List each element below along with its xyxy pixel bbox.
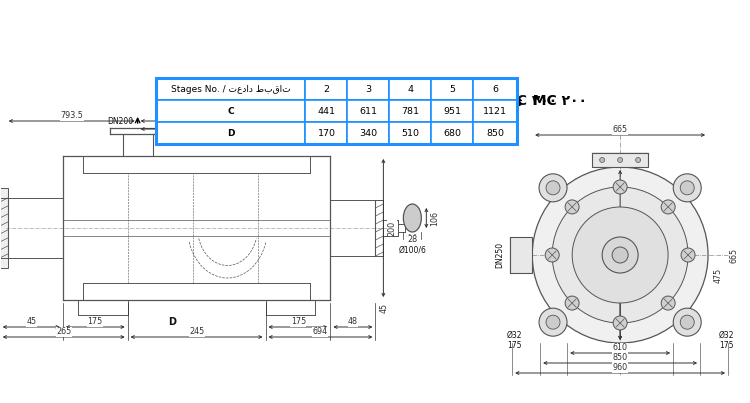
Text: 265: 265 [56,328,71,337]
Text: 850: 850 [486,129,504,137]
Circle shape [612,247,628,263]
Text: DN250: DN250 [495,242,504,268]
Bar [155,78,518,144]
Text: 510: 510 [401,129,419,137]
Circle shape [614,180,627,194]
Circle shape [539,308,567,336]
Bar [431,78,473,100]
Text: 45: 45 [26,318,36,326]
Circle shape [545,248,560,262]
Circle shape [662,296,675,310]
Bar [473,122,518,144]
Circle shape [539,174,567,202]
Circle shape [552,187,688,323]
Bar [389,78,431,100]
Text: DN200: DN200 [107,118,134,127]
Text: 781: 781 [401,106,419,116]
Circle shape [532,167,708,343]
Text: D: D [169,317,176,327]
Circle shape [546,181,560,195]
Bar [431,100,473,122]
Text: 175: 175 [718,341,734,349]
Text: پمپ فشار قوی: پمپ فشار قوی [386,93,515,108]
Text: 170: 170 [317,129,335,137]
Circle shape [681,248,695,262]
Circle shape [662,200,675,214]
Bar [473,100,518,122]
Circle shape [618,158,622,162]
Text: 951: 951 [443,106,461,116]
Bar [473,78,518,100]
Circle shape [565,200,579,214]
Circle shape [674,308,701,336]
Text: 5: 5 [449,85,455,93]
Text: 960: 960 [613,364,628,372]
Ellipse shape [404,204,422,232]
Bar [155,122,305,144]
Text: 106: 106 [430,210,439,226]
Text: 3: 3 [365,85,371,93]
Bar [155,100,305,122]
Bar [305,78,347,100]
Text: 6: 6 [492,85,498,93]
Text: 175: 175 [291,318,306,326]
Bar [592,153,648,167]
Bar [0,188,8,268]
Circle shape [680,181,694,195]
Circle shape [546,315,560,329]
Text: 610: 610 [613,343,628,353]
Text: D: D [226,129,234,137]
Text: 475: 475 [713,268,722,283]
Text: پمپ فشار قوی  MC ۲۰۰: پمپ فشار قوی MC ۲۰۰ [393,93,587,108]
Text: 175: 175 [507,341,521,349]
Text: Ø32: Ø32 [506,330,522,339]
Text: 200: 200 [388,220,397,236]
Text: 694: 694 [313,328,328,337]
Text: 45: 45 [380,302,389,313]
Circle shape [674,174,701,202]
Text: 441: 441 [317,106,335,116]
Bar [389,122,431,144]
Text: 4: 4 [407,85,413,93]
Bar [305,100,347,122]
Circle shape [680,315,694,329]
Text: 175: 175 [87,318,102,326]
Text: 1121: 1121 [483,106,507,116]
Text: 680: 680 [443,129,461,137]
Circle shape [635,158,640,162]
Bar [347,78,389,100]
Circle shape [600,158,604,162]
Text: 28: 28 [407,235,418,245]
Text: C: C [217,111,224,121]
Circle shape [614,316,627,330]
Text: 611: 611 [359,106,377,116]
Text: 665: 665 [613,125,628,135]
Circle shape [572,207,668,303]
Bar [347,100,389,122]
Bar [305,122,347,144]
Bar [431,122,473,144]
Text: C: C [227,106,234,116]
Text: 603.5: 603.5 [249,120,272,129]
Text: 2: 2 [323,85,329,93]
Text: MC ۲۰۰: MC ۲۰۰ [503,94,557,108]
Text: Stages No. / تعداد طبقات: Stages No. / تعداد طبقات [171,85,290,93]
Text: 850: 850 [613,353,628,363]
Bar [155,78,305,100]
Text: 245: 245 [189,328,204,337]
Text: Ø32: Ø32 [718,330,734,339]
Circle shape [565,296,579,310]
Text: 815: 815 [253,112,268,120]
Bar [510,237,532,273]
Text: Ø100/6: Ø100/6 [398,245,426,255]
Text: 665: 665 [730,247,739,263]
Text: 340: 340 [359,129,377,137]
Text: 793.5: 793.5 [60,112,83,120]
Bar [347,122,389,144]
Circle shape [602,237,638,273]
Bar [389,100,431,122]
Text: 48: 48 [348,318,358,326]
